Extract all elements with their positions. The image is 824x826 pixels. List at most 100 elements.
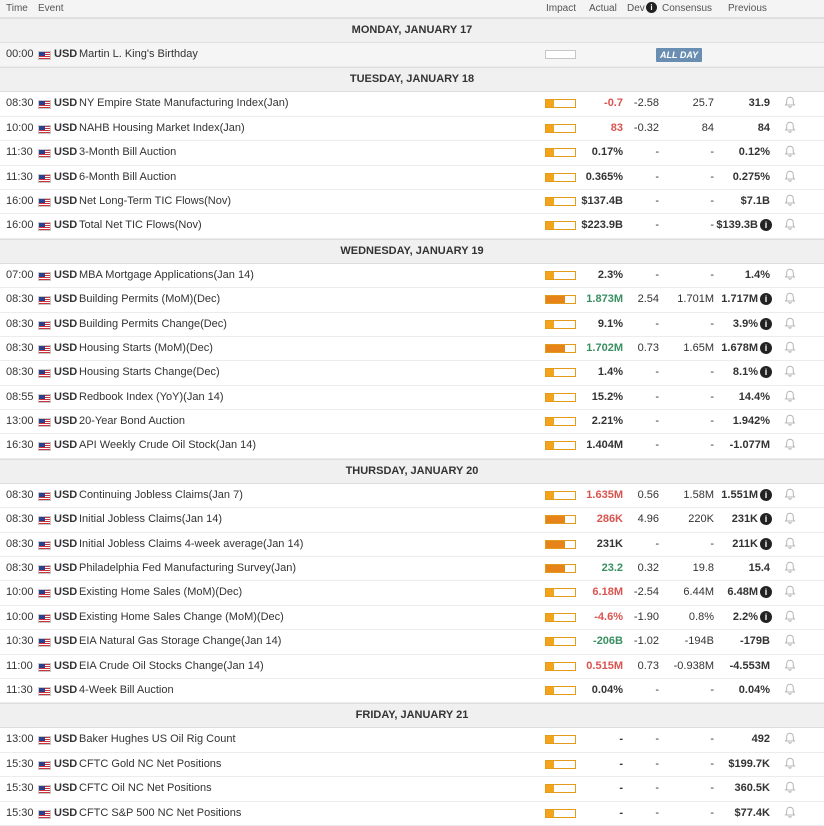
bell-icon[interactable] [783,267,797,281]
bell-icon[interactable] [783,609,797,623]
event-name[interactable]: 6-Month Bill Auction [79,170,177,183]
event-name[interactable]: Initial Jobless Claims 4-week average(Ja… [79,537,304,550]
event-name[interactable]: Building Permits (MoM)(Dec) [79,293,221,306]
event-name[interactable]: Building Permits Change(Dec) [79,317,227,330]
bell-icon[interactable] [783,633,797,647]
event-row[interactable]: 11:30 USD 6-Month Bill Auction 0.365% - - 0.27… [0,165,824,190]
event-row[interactable]: 16:00 USD Net Long-Term TIC Flows(Nov) $137… [0,189,824,215]
info-icon[interactable]: i [760,219,772,232]
event-name[interactable]: CFTC Oil NC Net Positions [79,782,212,795]
event-row[interactable]: 08:30 USD Building Permits (MoM)(Dec) 1.873… [0,288,824,313]
event-row[interactable]: 15:30 USD CFTC Oil NC Net Positions - - - 360.… [0,777,824,802]
event-name[interactable]: MBA Mortgage Applications(Jan 14) [79,268,254,281]
info-icon[interactable]: i [760,610,772,623]
event-row[interactable]: 08:30 USD NY Empire State Manufacturing In… [0,92,824,117]
bell-icon[interactable] [783,193,797,207]
event-row[interactable]: 10:00 USD Existing Home Sales Change (MoM)… [0,605,824,631]
event-name[interactable]: Baker Hughes US Oil Rig Count [79,733,236,746]
event-deviation: - [655,415,659,428]
event-name[interactable]: 4-Week Bill Auction [79,683,174,696]
info-icon[interactable]: i [760,513,772,526]
event-name[interactable]: Initial Jobless Claims(Jan 14) [79,513,223,526]
event-deviation: 0.32 [637,562,659,575]
bell-icon[interactable] [783,95,797,109]
event-row[interactable]: 08:30 USD Philadelphia Fed Manufacturing S… [0,557,824,582]
bell-icon[interactable] [783,584,797,598]
bell-icon[interactable] [783,437,797,451]
info-icon[interactable]: i [760,488,772,501]
bell-icon[interactable] [783,511,797,525]
bell-icon[interactable] [783,364,797,378]
event-row[interactable]: 08:30 USD Initial Jobless Claims 4-week av… [0,532,824,558]
event-name[interactable]: Existing Home Sales Change (MoM)(Dec) [79,610,284,623]
info-icon[interactable]: i [760,586,772,599]
event-row[interactable]: 13:00 USD 20-Year Bond Auction 2.21% - - 1.942… [0,410,824,435]
bell-icon[interactable] [783,120,797,134]
dev-info-icon[interactable]: i [646,2,657,13]
event-name[interactable]: CFTC S&P 500 NC Net Positions [79,806,242,819]
event-consensus: 1.58M [683,488,714,501]
bell-icon[interactable] [783,291,797,305]
event-name[interactable]: Philadelphia Fed Manufacturing Survey(Ja… [79,562,297,575]
event-name[interactable]: CFTC Gold NC Net Positions [79,757,222,770]
event-row[interactable]: 10:00 USD NAHB Housing Market Index(Jan) 83… [0,116,824,142]
bell-icon[interactable] [783,316,797,330]
event-actual: - [619,782,623,795]
event-row[interactable]: 08:30 USD Housing Starts Change(Dec) 1.4% - -… [0,361,824,386]
event-name[interactable]: Housing Starts Change(Dec) [79,366,220,379]
event-name[interactable]: Continuing Jobless Claims(Jan 7) [79,488,243,501]
event-row[interactable]: 08:30 USD Continuing Jobless Claims(Jan 7)… [0,483,824,509]
event-row[interactable]: 11:30 USD 4-Week Bill Auction 0.04% - - 0.04% [0,678,824,704]
info-icon[interactable]: i [760,293,772,306]
event-row[interactable]: 11:30 USD 3-Month Bill Auction 0.17% - - 0.12% [0,141,824,166]
event-name[interactable]: Net Long-Term TIC Flows(Nov) [79,194,231,207]
event-row[interactable]: 13:00 USD Baker Hughes US Oil Rig Count - - -… [0,728,824,753]
event-name[interactable]: NY Empire State Manufacturing Index(Jan) [79,97,289,110]
bell-icon[interactable] [783,413,797,427]
event-row[interactable]: 07:00 USD MBA Mortgage Applications(Jan 14… [0,263,824,289]
event-name[interactable]: API Weekly Crude Oil Stock(Jan 14) [79,439,257,452]
event-previous: 1.4% [744,268,770,281]
event-name[interactable]: Existing Home Sales (MoM)(Dec) [79,586,243,599]
event-row[interactable]: 10:00 USD Existing Home Sales (MoM)(Dec) 6.… [0,581,824,606]
bell-icon[interactable] [783,731,797,745]
event-name[interactable]: Total Net TIC Flows(Nov) [79,219,202,232]
info-icon[interactable]: i [760,537,772,550]
bell-icon[interactable] [783,536,797,550]
event-row[interactable]: 08:30 USD Initial Jobless Claims(Jan 14) 28… [0,508,824,533]
event-row[interactable]: 08:30 USD Building Permits Change(Dec) 9.1%… [0,312,824,337]
bell-icon[interactable] [783,340,797,354]
bell-icon[interactable] [783,682,797,696]
bell-icon[interactable] [783,658,797,672]
event-row[interactable]: 15:30 USD CFTC Gold NC Net Positions - - - $19… [0,752,824,778]
event-name[interactable]: EIA Natural Gas Storage Change(Jan 14) [79,635,282,648]
event-name[interactable]: Martin L. King's Birthday [79,48,198,60]
event-name[interactable]: Housing Starts (MoM)(Dec) [79,341,213,354]
bell-icon[interactable] [783,756,797,770]
event-name[interactable]: 3-Month Bill Auction [79,146,177,159]
event-row[interactable]: 10:30 USD EIA Natural Gas Storage Change(J… [0,630,824,655]
event-name[interactable]: Redbook Index (YoY)(Jan 14) [79,390,224,403]
bell-icon[interactable] [783,217,797,231]
info-icon[interactable]: i [760,366,772,379]
bell-icon[interactable] [783,487,797,501]
event-row[interactable]: 16:00 USD Total Net TIC Flows(Nov) $223.9B -… [0,214,824,239]
info-icon[interactable]: i [760,317,772,330]
bell-icon[interactable] [783,169,797,183]
bell-icon[interactable] [783,144,797,158]
event-row[interactable]: 11:00 USD EIA Crude Oil Stocks Change(Jan … [0,654,824,679]
event-deviation: - [655,366,659,379]
event-name[interactable]: 20-Year Bond Auction [79,415,186,428]
info-icon[interactable]: i [760,341,772,354]
event-row[interactable]: 00:00 USD Martin L. King's Birthday ALL DAY [0,43,824,68]
day-header: FRIDAY, JANUARY 21 [0,703,824,729]
bell-icon[interactable] [783,560,797,574]
bell-icon[interactable] [783,780,797,794]
bell-icon[interactable] [783,389,797,403]
event-name[interactable]: NAHB Housing Market Index(Jan) [79,121,245,134]
event-name[interactable]: EIA Crude Oil Stocks Change(Jan 14) [79,659,264,672]
event-row[interactable]: 08:30 USD Housing Starts (MoM)(Dec) 1.702M 0… [0,336,824,362]
event-row[interactable]: 08:55 USD Redbook Index (YoY)(Jan 14) 15.2%… [0,385,824,411]
event-row[interactable]: 16:30 USD API Weekly Crude Oil Stock(Jan 1… [0,434,824,459]
event-row[interactable]: 15:30 USD CFTC S&P 500 NC Net Positions - - -… [0,801,824,826]
